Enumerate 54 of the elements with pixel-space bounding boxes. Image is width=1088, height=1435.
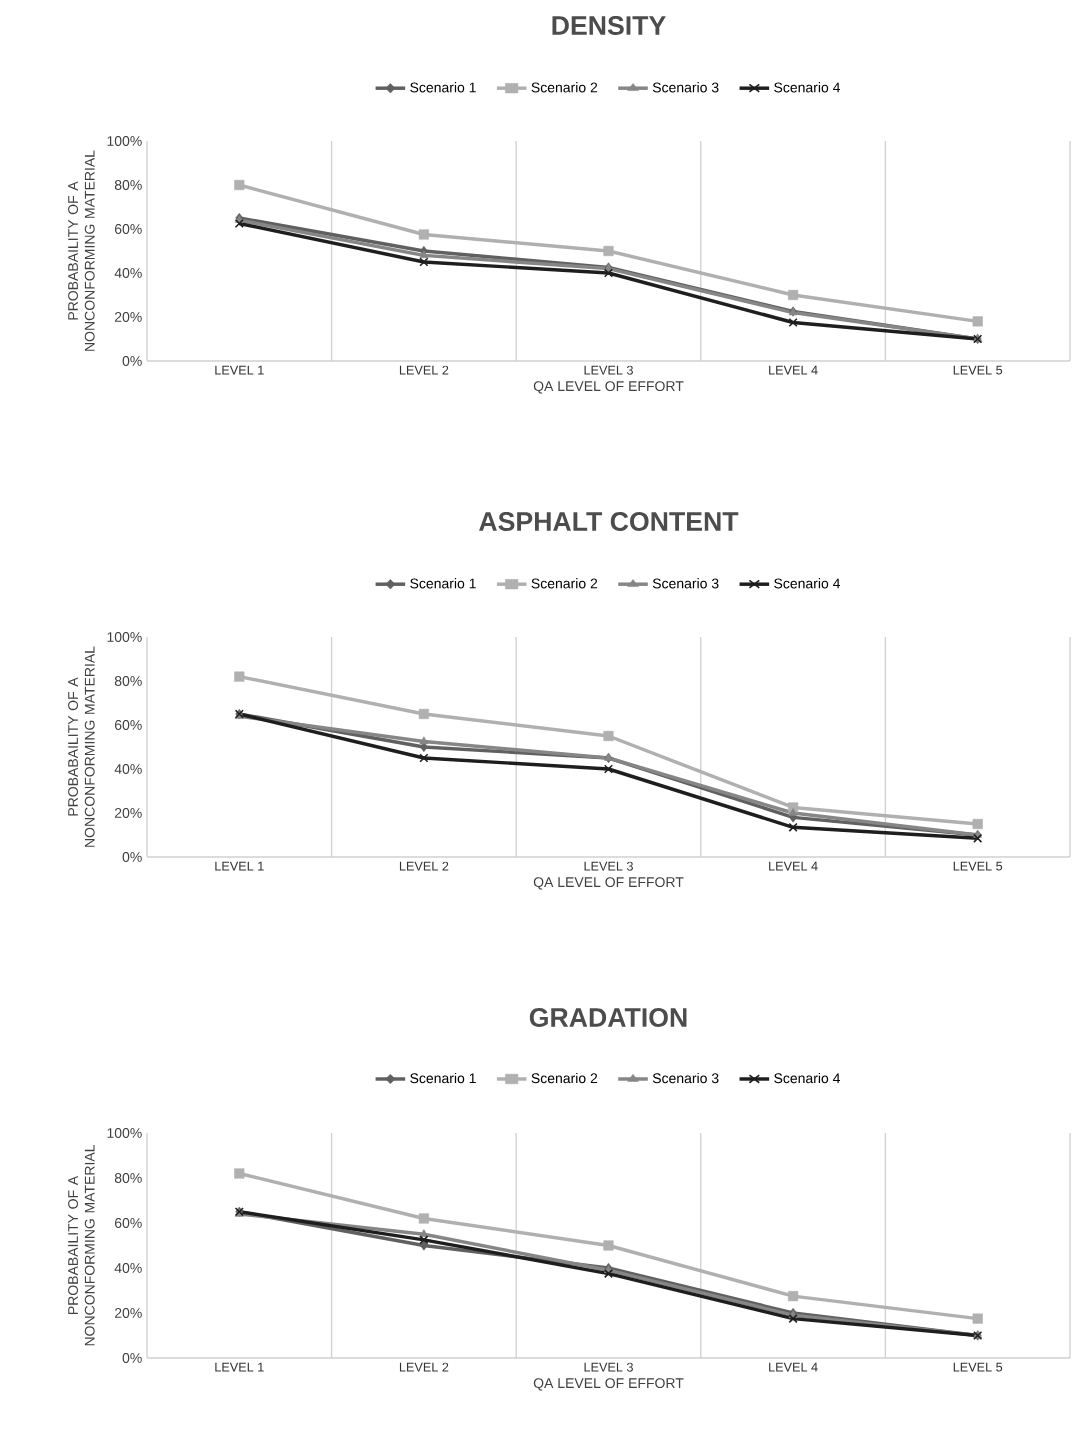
x-axis-title: QA LEVEL OF EFFORT [533, 877, 684, 890]
chart-title: GRADATION [529, 1008, 687, 1027]
chart-title: DENSITY [552, 16, 666, 35]
x-tick-label: LEVEL 3 [584, 365, 633, 375]
y-axis-title: PROBABAILITY OF A NONCONFORMING MATERIAL [68, 646, 95, 847]
y-tick-label: 100% [107, 632, 142, 642]
x-tick-label: LEVEL 1 [215, 861, 264, 871]
y-tick-label: 80% [114, 180, 142, 190]
y-tick-label: 100% [107, 1128, 142, 1138]
y-tick-label: 0% [122, 852, 142, 862]
y-tick-label: 40% [114, 764, 142, 774]
y-tick-label: 80% [114, 1173, 142, 1183]
legend-label: Scenario 4 [774, 82, 841, 93]
y-tick-label: 80% [114, 676, 142, 686]
legend-label: Scenario 3 [652, 1072, 719, 1084]
legend-label: Scenario 1 [410, 82, 476, 93]
x-tick-label: LEVEL 5 [953, 1362, 1003, 1372]
x-axis-title: QA LEVEL OF EFFORT [533, 381, 684, 394]
y-tick-label: 20% [114, 808, 142, 818]
legend-label: Scenario 2 [531, 1072, 598, 1084]
x-tick-label: LEVEL 3 [584, 861, 633, 871]
y-tick-label: 40% [114, 268, 142, 278]
x-tick-label: LEVEL 3 [584, 1362, 633, 1372]
y-axis-title: PROBABAILITY OF A NONCONFORMING MATERIAL [68, 1144, 95, 1346]
x-tick-label: LEVEL 2 [399, 365, 449, 375]
y-tick-label: 100% [107, 136, 142, 146]
y-tick-label: 40% [114, 1263, 142, 1273]
x-tick-label: LEVEL 4 [769, 861, 818, 871]
x-axis-title: QA LEVEL OF EFFORT [533, 1378, 684, 1391]
y-tick-label: 20% [114, 1308, 142, 1318]
y-tick-label: 60% [114, 224, 142, 234]
legend-label: Scenario 4 [774, 578, 841, 589]
x-tick-label: LEVEL 2 [399, 1362, 449, 1372]
x-tick-label: LEVEL 1 [215, 1362, 264, 1372]
x-tick-label: LEVEL 5 [953, 365, 1003, 375]
chart-title: ASPHALT CONTENT [479, 512, 739, 531]
x-tick-label: LEVEL 1 [215, 365, 264, 375]
y-tick-label: 0% [122, 356, 142, 366]
x-tick-label: LEVEL 4 [769, 1362, 818, 1372]
legend-label: Scenario 3 [652, 82, 719, 93]
legend-label: Scenario 1 [410, 1072, 476, 1084]
y-axis-title: PROBABAILITY OF A NONCONFORMING MATERIAL [68, 150, 95, 351]
x-tick-label: LEVEL 2 [399, 861, 449, 871]
legend-label: Scenario 3 [652, 578, 719, 589]
legend-label: Scenario 1 [410, 578, 476, 589]
x-tick-label: LEVEL 5 [953, 861, 1003, 871]
y-tick-label: 60% [114, 1218, 142, 1228]
legend-label: Scenario 4 [774, 1072, 841, 1084]
legend-label: Scenario 2 [531, 578, 598, 589]
legend-label: Scenario 2 [531, 82, 598, 93]
y-tick-label: 0% [122, 1353, 142, 1363]
y-tick-label: 60% [114, 720, 142, 730]
y-tick-label: 20% [114, 312, 142, 322]
x-tick-label: LEVEL 4 [769, 365, 818, 375]
